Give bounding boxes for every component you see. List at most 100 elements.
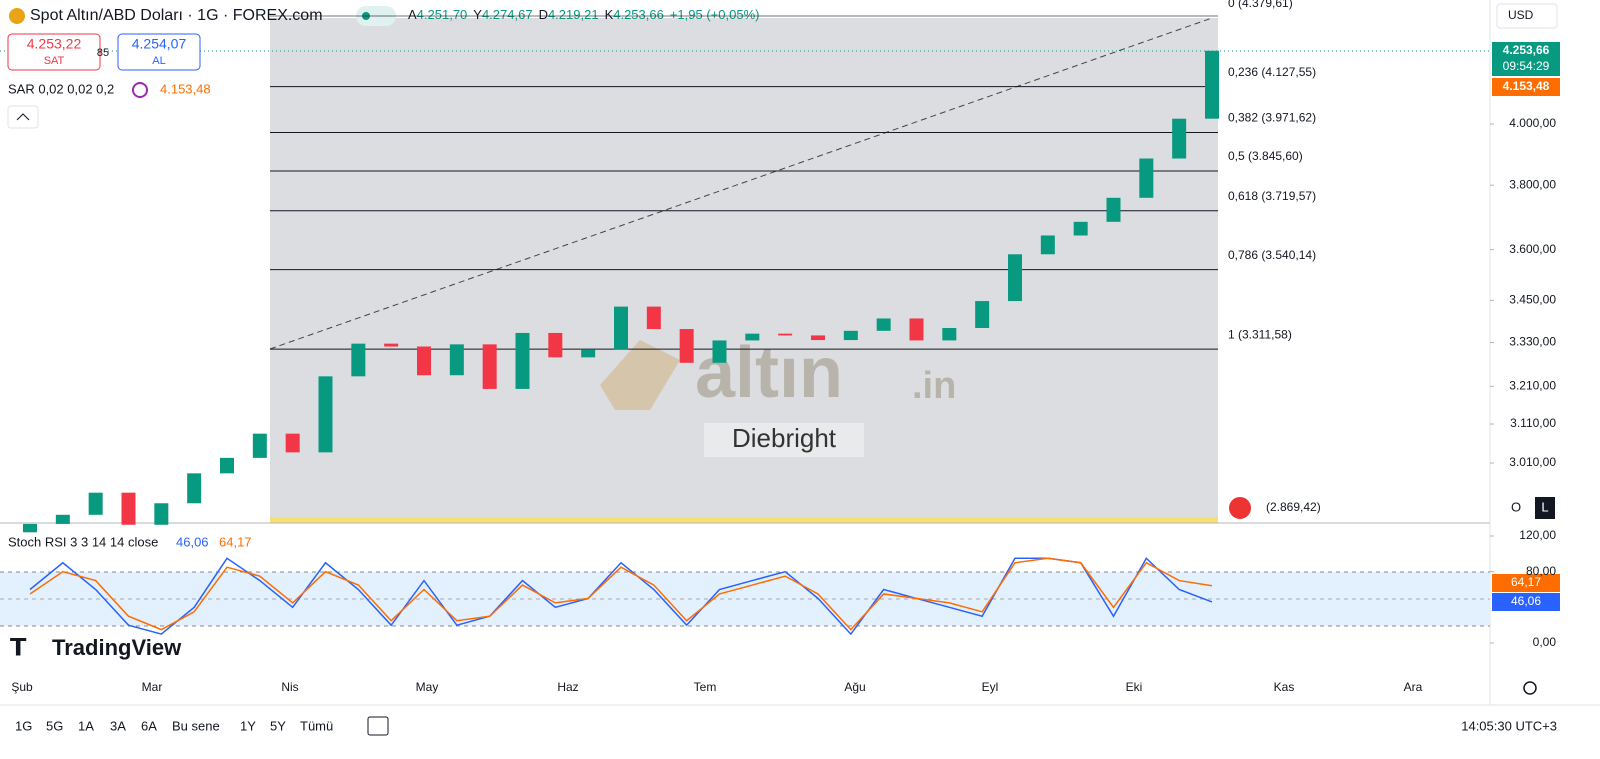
- stoch-tick-label: 0,00: [1533, 635, 1557, 649]
- candle: [876, 318, 891, 331]
- logo: TradingView: [52, 635, 182, 660]
- buy-price: 4.254,07: [132, 36, 187, 52]
- stoch-d-tag-text: 64,17: [1511, 575, 1541, 589]
- price-tick-label: 3.800,00: [1509, 177, 1556, 191]
- time-label: Mar: [142, 680, 163, 694]
- price-tick-label: 3.110,00: [1510, 416, 1556, 430]
- logo-mark: 𝗧: [10, 634, 27, 661]
- candle: [1106, 197, 1121, 222]
- ohlc-key: A: [408, 7, 417, 22]
- fib-bottom-band: [270, 517, 1218, 523]
- fib-label: 0,786 (3.540,14): [1228, 248, 1316, 262]
- time-label: May: [416, 680, 439, 694]
- time-label: Nis: [281, 680, 298, 694]
- timeframe-button[interactable]: Tümü: [300, 718, 333, 733]
- buy-button[interactable]: [117, 33, 201, 71]
- timeframe-button[interactable]: 3A: [110, 718, 126, 733]
- ohlc-key: Y: [473, 7, 482, 22]
- timeframe-button[interactable]: 1Y: [240, 718, 256, 733]
- candle: [187, 473, 202, 504]
- watermark-icon: [600, 340, 680, 410]
- stoch-k-tag-text: 46,06: [1511, 594, 1541, 608]
- sell-button[interactable]: [7, 33, 101, 71]
- candle: [417, 346, 431, 376]
- candle: [154, 503, 169, 525]
- candle: [121, 492, 136, 525]
- ohlc: A4.251,70 Y4.274,67 D4.219,21 K4.253,66 +1,9…: [408, 7, 759, 22]
- price-tick-label: 3.010,00: [1509, 455, 1556, 469]
- stoch-tick-label: 80,00: [1526, 564, 1556, 578]
- sar-icon[interactable]: [132, 82, 148, 98]
- time-label: Tem: [694, 680, 717, 694]
- sar-value: 4.153,48: [160, 81, 211, 96]
- candle: [55, 514, 70, 524]
- candle: [515, 332, 530, 389]
- ohlc-value: 4.253,66: [613, 7, 664, 22]
- candle: [811, 335, 825, 341]
- date-range-icon[interactable]: [367, 716, 389, 736]
- scale-o-button[interactable]: [1506, 497, 1526, 519]
- price-tick-label: 4.000,00: [1509, 116, 1556, 130]
- stoch-line: [29, 557, 1213, 636]
- last-price: 4.253,66: [1503, 43, 1550, 57]
- scale-o: O: [1511, 499, 1521, 514]
- candle: [778, 333, 793, 336]
- time-label: Ara: [1404, 680, 1423, 694]
- ohlc-value: 4.251,70: [417, 7, 468, 22]
- time-label: Şub: [11, 680, 33, 694]
- candle: [909, 318, 924, 341]
- settings-icon[interactable]: [1523, 681, 1537, 695]
- fib-label: 1 (3.311,58): [1228, 327, 1292, 341]
- candle: [482, 344, 497, 389]
- candle: [318, 376, 333, 453]
- buy-label: AL: [152, 55, 165, 67]
- price-tick-label: 3.450,00: [1509, 293, 1556, 307]
- candle: [384, 343, 399, 347]
- candle: [23, 523, 37, 533]
- symbol-title[interactable]: Spot Altın/ABD Doları · 1G · FOREX.com: [30, 7, 323, 24]
- timeframe-button[interactable]: 1G: [15, 718, 32, 733]
- time-label: Kas: [1274, 680, 1295, 694]
- fib-label: 0,236 (4.127,55): [1228, 65, 1316, 79]
- price-tick-label: 3.600,00: [1509, 242, 1556, 256]
- currency-button[interactable]: [1496, 3, 1558, 29]
- candle: [843, 330, 858, 341]
- last-price-tag: [1492, 42, 1560, 76]
- timeframe-button[interactable]: 6A: [141, 718, 157, 733]
- collapse-button[interactable]: [7, 105, 39, 129]
- fib-label: 0,618 (3.719,57): [1228, 189, 1316, 203]
- timeframe-button[interactable]: 5G: [46, 718, 63, 733]
- candle: [449, 344, 464, 376]
- scale-l: L: [1541, 499, 1548, 514]
- candle: [252, 433, 267, 458]
- price-tick-label: 3.210,00: [1509, 378, 1556, 392]
- timeframe-button[interactable]: Bu sene: [172, 718, 220, 733]
- scale-l-button[interactable]: [1535, 497, 1555, 519]
- fib-label: 0,382 (3.971,62): [1228, 111, 1316, 125]
- candle: [581, 349, 596, 358]
- stoch-label: Stoch RSI 3 3 14 14 close: [8, 534, 158, 549]
- sar-tag: [1492, 78, 1560, 96]
- candle: [614, 306, 628, 350]
- timeframe-button[interactable]: 5Y: [270, 718, 286, 733]
- author-box: [704, 423, 864, 457]
- fib-label: 0,5 (3.845,60): [1228, 149, 1303, 163]
- candle: [548, 332, 563, 358]
- stoch-tick-label: 120,00: [1519, 528, 1556, 542]
- candle: [679, 329, 694, 363]
- candle: [712, 340, 727, 363]
- timeframe-button[interactable]: 1A: [78, 718, 94, 733]
- stoch-line: [29, 557, 1213, 631]
- ohlc-change: +1,95 (+0,05%): [670, 7, 760, 22]
- candle: [975, 301, 990, 328]
- spread: 85: [97, 47, 109, 59]
- currency: USD: [1508, 8, 1534, 22]
- candle: [285, 433, 300, 453]
- ohlc-value: 4.219,21: [548, 7, 599, 22]
- candle: [646, 306, 661, 330]
- stoch-k-value: 46,06: [176, 534, 209, 549]
- collapse-icon: [16, 113, 30, 121]
- fib-label: (2.869,42): [1266, 500, 1321, 514]
- sell-price: 4.253,22: [27, 36, 82, 52]
